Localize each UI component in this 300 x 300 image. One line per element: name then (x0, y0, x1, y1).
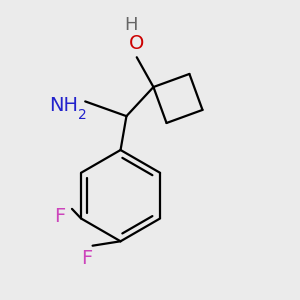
Text: NH: NH (49, 96, 78, 115)
Text: F: F (81, 249, 92, 268)
Text: O: O (129, 34, 144, 53)
Text: H: H (124, 16, 138, 34)
Text: F: F (55, 207, 66, 226)
Text: 2: 2 (79, 108, 87, 122)
